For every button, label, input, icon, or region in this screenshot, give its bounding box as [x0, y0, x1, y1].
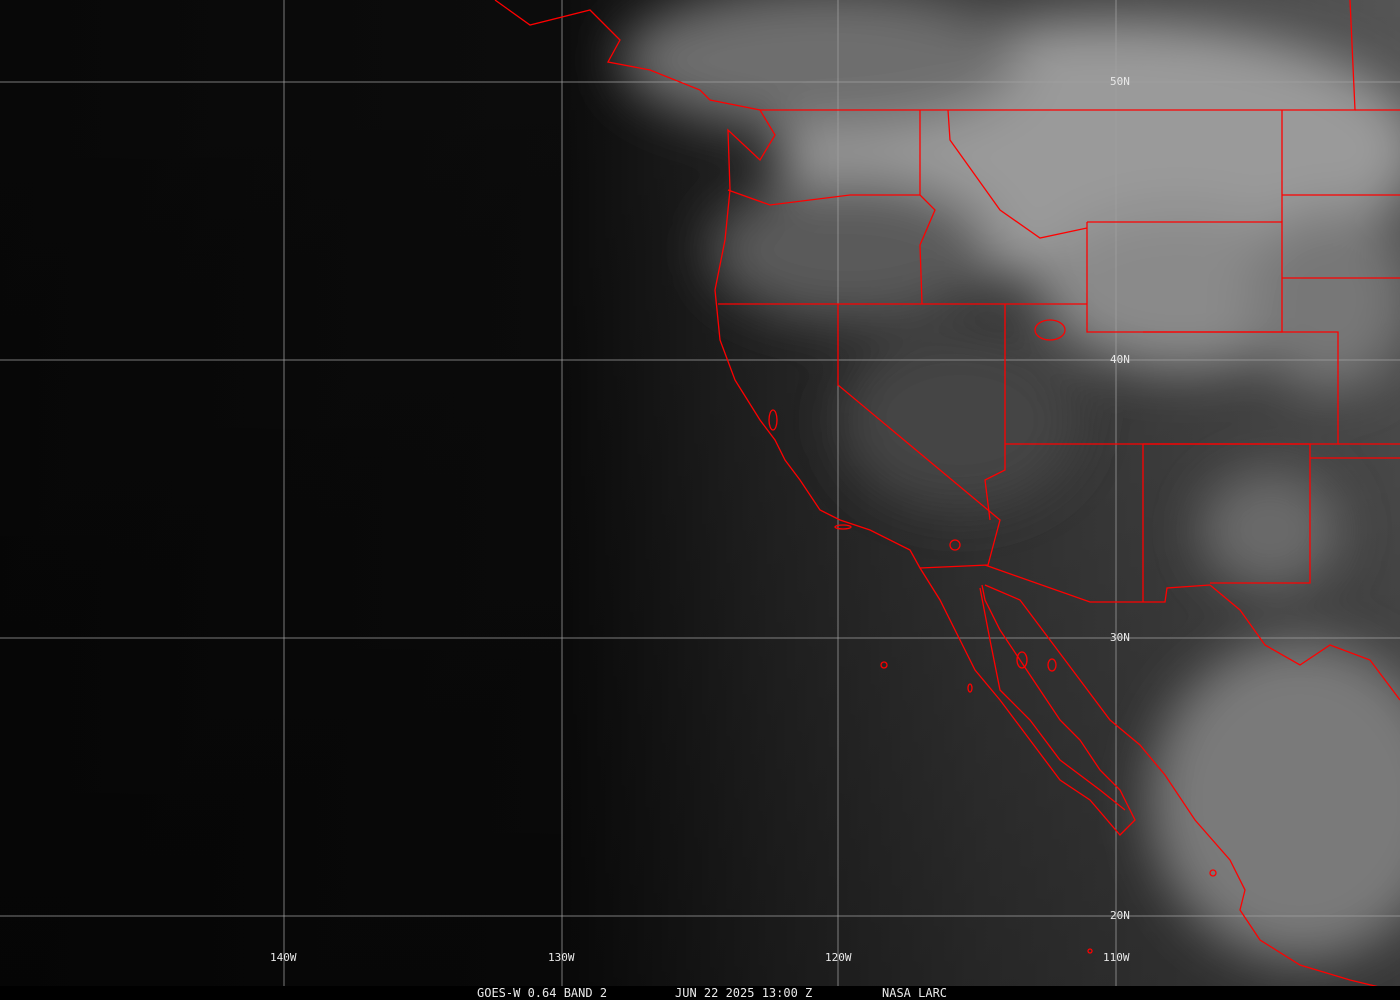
mexico-border: [984, 564, 1211, 603]
longitude-labels: 140W 130W 120W 110W: [270, 951, 1130, 964]
lat-label: 50N: [1110, 75, 1130, 88]
lon-label: 120W: [825, 951, 852, 964]
texas-coast: [1209, 584, 1400, 701]
lat-label: 30N: [1110, 631, 1130, 644]
ca-nv-border: [837, 304, 1001, 569]
lon-label: 130W: [548, 951, 575, 964]
source-label: NASA LARC: [882, 986, 948, 1000]
lon-label: 110W: [1103, 951, 1130, 964]
lat-label: 20N: [1110, 909, 1130, 922]
mexico-mainland-coast: [984, 584, 1400, 993]
pacific-coastline: [494, 0, 1136, 836]
product-label: GOES-W 0.64 BAND 2: [477, 986, 608, 1000]
lon-label: 140W: [270, 951, 297, 964]
political-borders: [494, 0, 1400, 993]
latitude-labels: 50N 40N 30N 20N: [1110, 75, 1130, 922]
nv-ut-border: [984, 304, 1006, 521]
caption-bar: GOES-W 0.64 BAND 2 JUN 22 2025 13:00 Z N…: [0, 986, 1400, 1000]
datetime-label: JUN 22 2025 13:00 Z: [675, 986, 813, 1000]
nm-border: [1143, 443, 1311, 584]
or-id-border: [919, 110, 936, 305]
id-mt-border: [947, 109, 1088, 239]
cloud-cover: [620, 0, 1400, 960]
lat-label: 40N: [1110, 353, 1130, 366]
wa-or-border: [727, 189, 920, 206]
baja-border: [979, 587, 1126, 811]
